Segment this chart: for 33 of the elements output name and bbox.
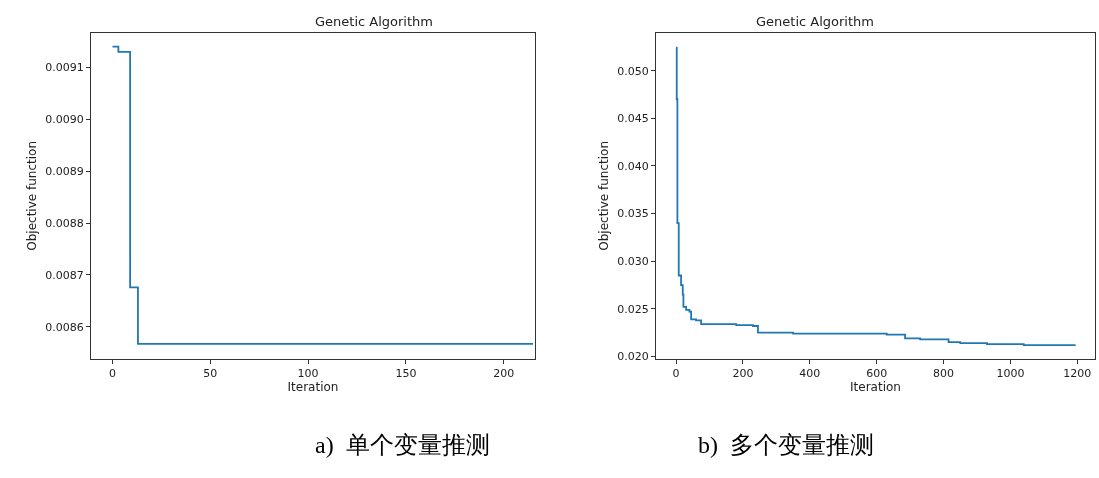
x-tick-label: 1200: [1063, 367, 1092, 381]
x-tick-label: 150: [395, 367, 417, 381]
y-tick-label: 0.050: [617, 64, 649, 78]
y-tick-label: 0.0091: [45, 61, 84, 75]
y-tick-label: 0.0086: [45, 320, 84, 334]
x-tick-label: 600: [866, 367, 888, 381]
text: b) 多个变量推测: [698, 432, 874, 458]
x-tick-label: 0: [109, 367, 117, 381]
x-tick-label: 800: [933, 367, 955, 381]
y-tick-label: 0.0088: [45, 216, 84, 230]
y-tick-label: 0.030: [617, 255, 649, 269]
y-tick-label: 0.0089: [45, 165, 84, 179]
y-tick-label: 0.025: [617, 302, 649, 316]
x-tick-label: 50: [203, 367, 218, 381]
x-tick-label: 400: [799, 367, 821, 381]
chart-title: Genetic Algorithm: [315, 14, 433, 29]
y-tick-label: 0.040: [617, 159, 649, 173]
x-tick-label: 200: [732, 367, 754, 381]
y-tick-label: 0.045: [617, 112, 649, 126]
x-tick-label: 100: [297, 367, 319, 381]
y-tick-label: 0.035: [617, 207, 649, 221]
x-axis-title: Iteration: [850, 380, 901, 395]
y-axis-title: Objective function: [24, 140, 39, 251]
x-tick-label: 0: [672, 367, 680, 381]
x-axis-title: Iteration: [287, 380, 339, 395]
y-axis-title: Objective function: [596, 140, 611, 251]
y-tick-label: 0.0087: [45, 268, 84, 282]
chart-title: Genetic Algorithm: [756, 14, 874, 29]
y-tick-label: 0.020: [617, 350, 649, 364]
x-tick-label: 200: [493, 367, 515, 381]
text: a) 单个变量推测: [315, 432, 490, 458]
x-tick-label: 1000: [996, 367, 1025, 381]
y-tick-label: 0.0090: [45, 113, 84, 127]
